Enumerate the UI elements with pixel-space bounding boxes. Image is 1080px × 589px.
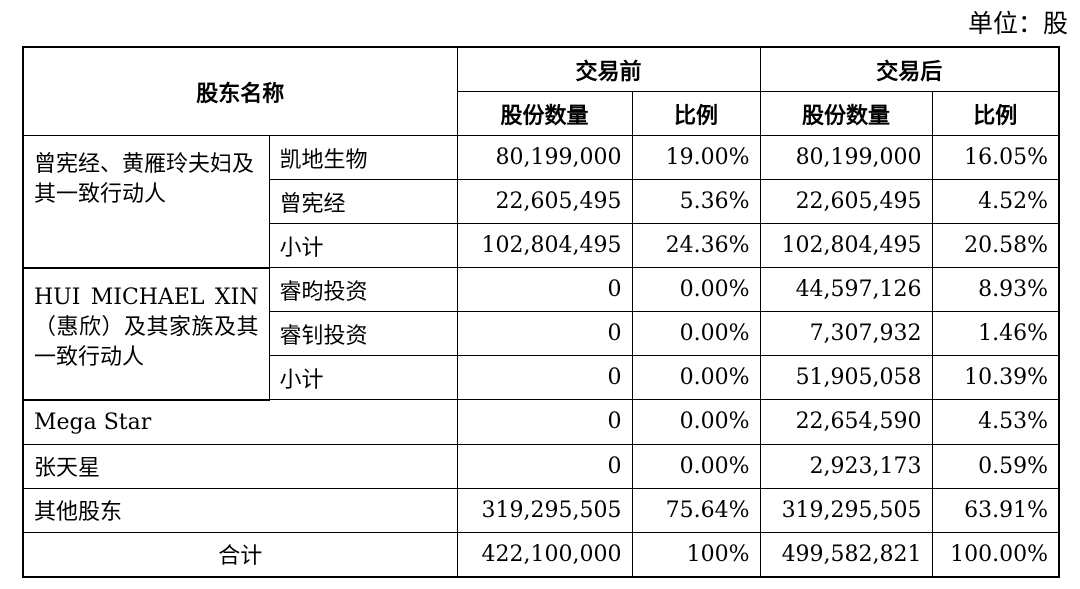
header-after: 交易后 [759, 46, 1060, 92]
before-shares: 0 [456, 267, 633, 312]
table-row: 张天星 0 0.00% 2,923,173 0.59% [22, 443, 1060, 489]
after-ratio: 1.46% [931, 311, 1060, 356]
after-ratio: 0.59% [931, 443, 1060, 489]
after-shares: 51,905,058 [759, 355, 933, 400]
total-before-shares: 422,100,000 [456, 531, 633, 577]
row-label: 睿钊投资 [268, 311, 458, 356]
subtotal-row: 小计 0 0.00% 51,905,058 10.39% [23, 355, 1060, 400]
before-shares: 0 [456, 399, 633, 445]
total-before-ratio: 100% [631, 531, 761, 577]
header-after-shares: 股份数量 [759, 91, 933, 136]
after-shares: 7,307,932 [759, 311, 933, 356]
after-ratio: 10.39% [931, 355, 1060, 400]
row-label: 张天星 [22, 443, 458, 489]
group-name-zeng: 曾宪经、黄雁玲夫妇及其一致行动人 [22, 135, 270, 269]
before-ratio: 0.00% [631, 355, 761, 400]
row-label: 其他股东 [22, 487, 458, 533]
before-ratio: 0.00% [631, 311, 761, 356]
before-ratio: 24.36% [631, 223, 761, 268]
row-label: 曾宪经 [268, 179, 458, 224]
subtotal-label: 小计 [268, 223, 458, 268]
after-shares: 22,654,590 [759, 399, 933, 445]
table-row: 睿钊投资 0 0.00% 7,307,932 1.46% [23, 311, 1060, 356]
subtotal-row: 小计 102,804,495 24.36% 102,804,495 20.58% [23, 223, 1060, 268]
after-shares: 44,597,126 [759, 267, 933, 312]
before-shares: 80,199,000 [456, 135, 633, 180]
after-shares: 2,923,173 [759, 443, 933, 489]
header-after-ratio: 比例 [931, 91, 1060, 136]
header-before-shares: 股份数量 [456, 91, 633, 136]
total-after-shares: 499,582,821 [759, 531, 933, 577]
after-ratio: 4.52% [931, 179, 1060, 224]
after-ratio: 20.58% [931, 223, 1060, 268]
table-row: 曾宪经、黄雁玲夫妇及其一致行动人 凯地生物 80,199,000 19.00% … [22, 135, 1060, 269]
table-row: Mega Star 0 0.00% 22,654,590 4.53% [22, 399, 1060, 445]
total-after-ratio: 100.00% [931, 531, 1060, 577]
header-shareholder-name: 股东名称 [22, 46, 458, 136]
after-shares: 80,199,000 [759, 135, 933, 180]
before-ratio: 0.00% [631, 267, 761, 312]
after-ratio: 16.05% [931, 135, 1060, 180]
subtotal-label: 小计 [268, 355, 458, 400]
header-before-ratio: 比例 [631, 91, 761, 136]
row-label: Mega Star [22, 399, 458, 445]
before-shares: 0 [456, 443, 633, 489]
before-shares: 319,295,505 [456, 487, 633, 533]
before-ratio: 0.00% [631, 399, 761, 445]
table-row: 其他股东 319,295,505 75.64% 319,295,505 63.9… [22, 487, 1060, 533]
before-shares: 22,605,495 [456, 179, 633, 224]
unit-label: 单位：股 [967, 9, 1068, 38]
before-ratio: 0.00% [631, 443, 761, 489]
table-row: 曾宪经 22,605,495 5.36% 22,605,495 4.52% [23, 179, 1060, 224]
before-shares: 102,804,495 [456, 223, 633, 268]
shareholding-table: 股东名称 交易前 交易后 股份数量 比例 股份数量 比例 曾宪经、黄雁玲夫妇及其… [22, 46, 1061, 578]
group-name-hui: HUI MICHAEL XIN（惠欣）及其家族及其一致行动人 [22, 267, 270, 401]
before-ratio: 75.64% [631, 487, 761, 533]
after-shares: 102,804,495 [759, 223, 933, 268]
before-shares: 0 [456, 311, 633, 356]
after-ratio: 8.93% [931, 267, 1060, 312]
table-row: HUI MICHAEL XIN（惠欣）及其家族及其一致行动人 睿昀投资 0 0.… [22, 267, 1060, 401]
before-ratio: 19.00% [631, 135, 761, 180]
row-label: 凯地生物 [268, 135, 458, 180]
before-ratio: 5.36% [631, 179, 761, 224]
before-shares: 0 [456, 355, 633, 400]
header-row-1: 股东名称 交易前 交易后 [22, 46, 1060, 136]
total-row: 合计 422,100,000 100% 499,582,821 100.00% [22, 531, 1060, 577]
after-shares: 319,295,505 [759, 487, 933, 533]
row-label: 睿昀投资 [268, 267, 458, 312]
header-before: 交易前 [456, 46, 761, 92]
after-shares: 22,605,495 [759, 179, 933, 224]
after-ratio: 4.53% [931, 399, 1060, 445]
total-label: 合计 [22, 531, 458, 577]
after-ratio: 63.91% [931, 487, 1060, 533]
